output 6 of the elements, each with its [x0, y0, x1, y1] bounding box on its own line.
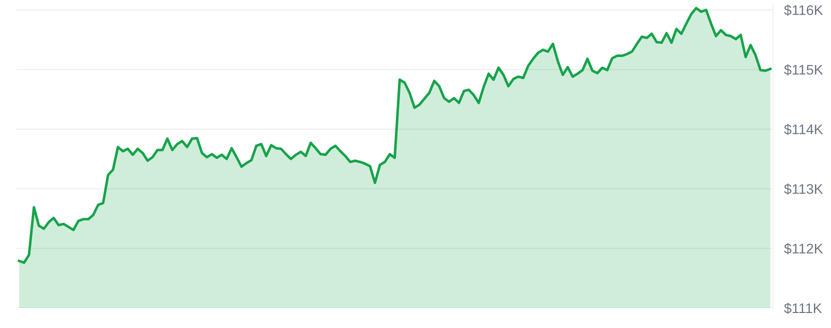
y-tick-label: $116K	[784, 4, 823, 16]
y-tick-label: $111K	[784, 302, 822, 314]
y-tick-label: $112K	[784, 243, 823, 254]
y-tick-label: $114K	[784, 124, 823, 136]
y-tick-label: $113K	[784, 184, 823, 195]
y-tick-label: $115K	[784, 64, 823, 76]
